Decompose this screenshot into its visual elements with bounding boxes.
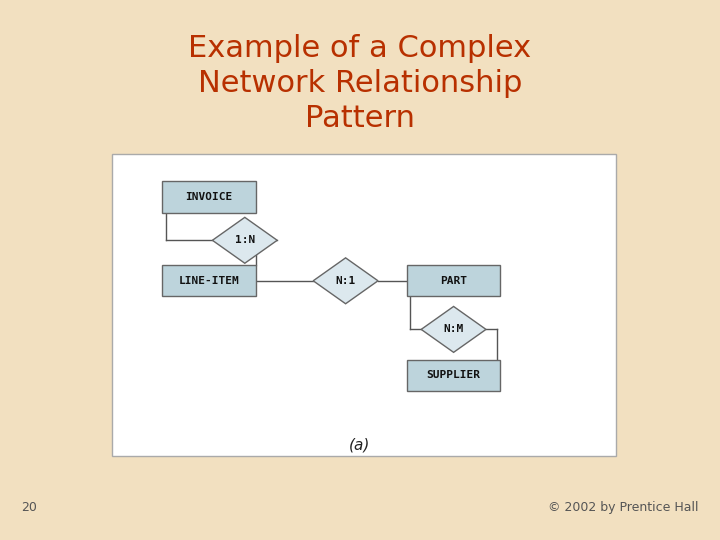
Text: Pattern: Pattern [305, 104, 415, 133]
FancyBboxPatch shape [162, 181, 256, 213]
Text: 20: 20 [22, 501, 37, 514]
FancyBboxPatch shape [162, 265, 256, 296]
FancyBboxPatch shape [407, 265, 500, 296]
Polygon shape [421, 306, 486, 352]
Text: Network Relationship: Network Relationship [198, 69, 522, 98]
FancyBboxPatch shape [112, 154, 616, 456]
Text: N:1: N:1 [336, 276, 356, 286]
Text: LINE-ITEM: LINE-ITEM [179, 276, 239, 286]
Text: Example of a Complex: Example of a Complex [189, 34, 531, 63]
Text: SUPPLIER: SUPPLIER [426, 370, 481, 380]
Text: PART: PART [440, 276, 467, 286]
Text: (a): (a) [349, 438, 371, 453]
Polygon shape [212, 217, 277, 263]
Polygon shape [313, 258, 378, 303]
Text: © 2002 by Prentice Hall: © 2002 by Prentice Hall [548, 501, 698, 514]
Text: N:M: N:M [444, 325, 464, 334]
Text: INVOICE: INVOICE [185, 192, 233, 202]
Text: 1:N: 1:N [235, 235, 255, 245]
FancyBboxPatch shape [407, 360, 500, 391]
